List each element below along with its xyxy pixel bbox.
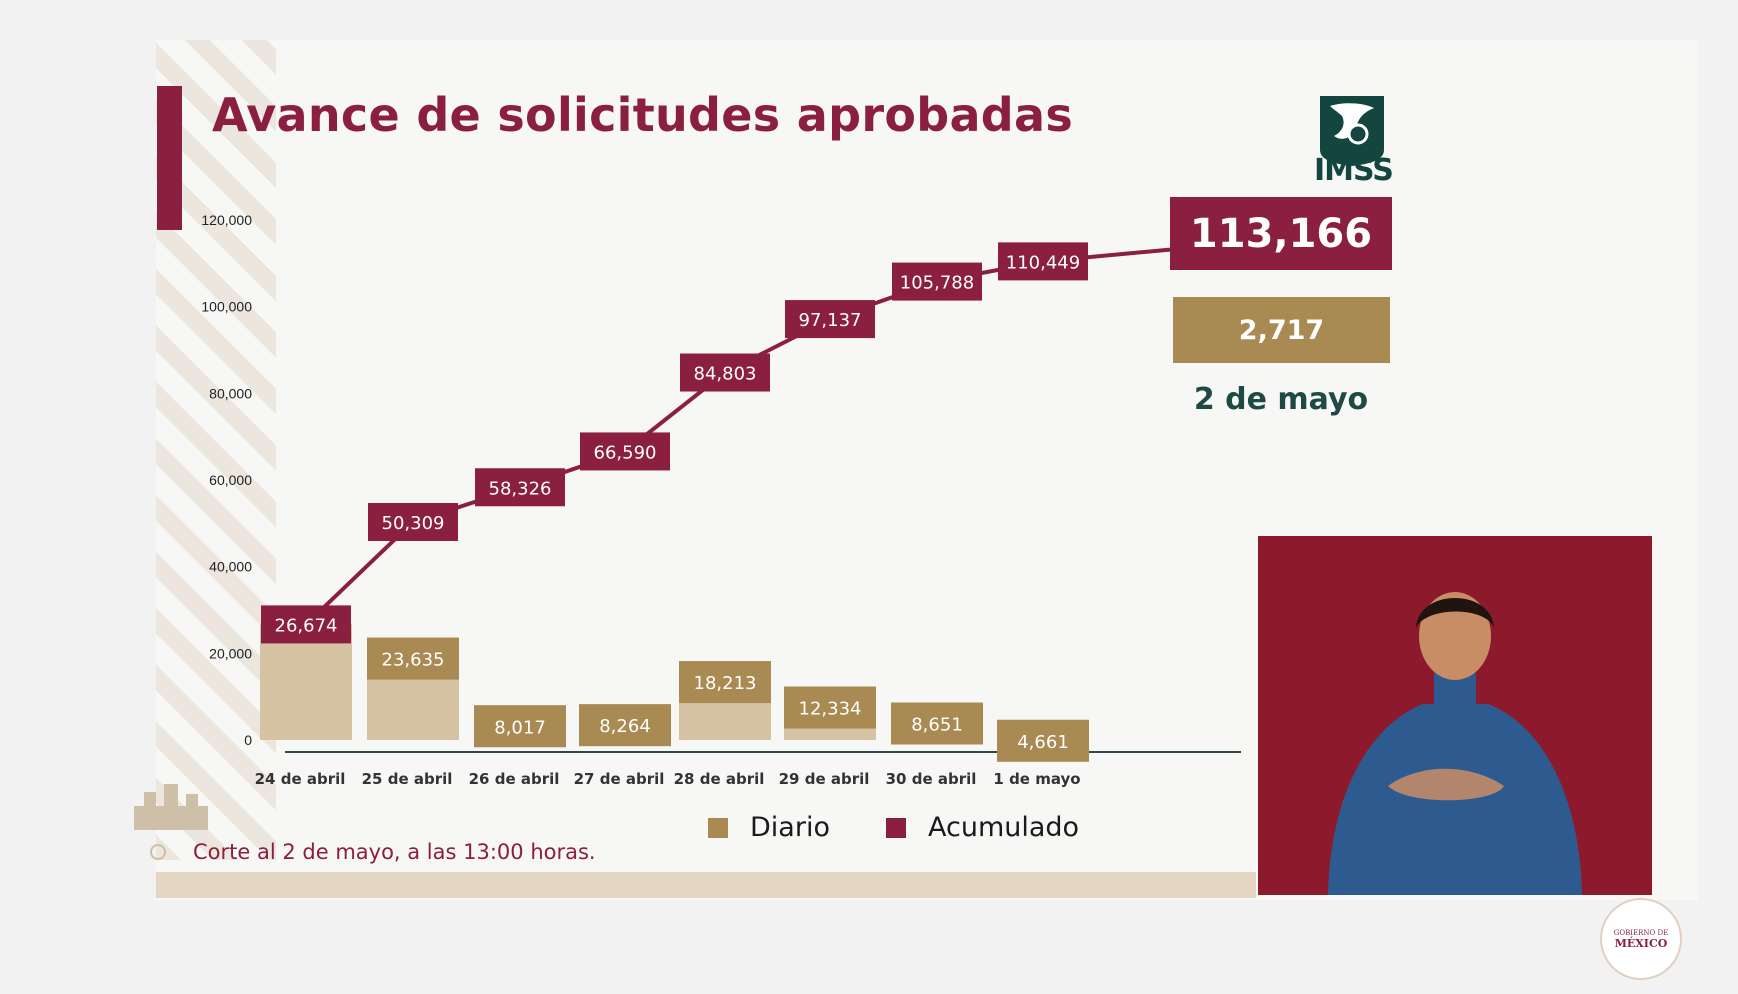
daily-data-label: 8,017 [494, 717, 546, 738]
total-accumulated-box: 113,166 [1170, 197, 1392, 270]
x-category-label: 28 de abril [674, 770, 765, 788]
x-category-label: 24 de abril [255, 770, 346, 788]
accumulated-data-label: 105,788 [900, 273, 974, 294]
seal-line-2: MÉXICO [1614, 936, 1668, 950]
imss-logo-icon [1320, 96, 1384, 166]
accumulated-point-box [785, 300, 875, 339]
accumulated-series-line [304, 247, 1171, 626]
y-tick-label: 80,000 [209, 385, 252, 401]
x-category-label: 29 de abril [779, 770, 870, 788]
x-category-label: 25 de abril [362, 770, 453, 788]
accumulated-data-label: 50,309 [382, 513, 445, 534]
daily-data-label: 8,651 [911, 715, 963, 736]
accumulated-point-box [261, 605, 351, 644]
y-tick-label: 20,000 [209, 645, 252, 661]
legend-swatch-daily [708, 817, 728, 838]
accumulated-data-label: 26,674 [275, 615, 338, 636]
seal-line-1: GOBIERNO DE [1613, 928, 1669, 937]
daily-data-label: 18,213 [694, 673, 757, 694]
accumulated-point-box [368, 502, 458, 541]
daily-label-box [579, 704, 671, 747]
interpreter-figure-icon [1258, 536, 1652, 895]
y-tick-label: 120,000 [201, 212, 252, 228]
daily-label-box [784, 686, 876, 729]
footer-band [156, 872, 1256, 898]
accumulated-data-label: 110,449 [1006, 252, 1080, 273]
government-emblem-icon [134, 784, 208, 860]
data-cutoff-note: Corte al 2 de mayo, a las 13:00 horas. [193, 840, 596, 864]
daily-label-box [891, 702, 983, 745]
sign-language-interpreter-video [1258, 536, 1652, 895]
legend-swatch-accumulated [886, 817, 906, 838]
daily-label-box [367, 637, 459, 680]
daily-label-box [679, 661, 771, 704]
daily-label-box [474, 705, 566, 748]
accumulated-point-box [892, 262, 982, 301]
accumulated-data-label: 58,326 [489, 478, 552, 499]
accumulated-data-label: 97,137 [799, 310, 862, 331]
imss-logo-text: IMSS [1314, 153, 1394, 188]
accumulated-point-box [580, 432, 670, 471]
daily-data-label: 8,264 [599, 716, 651, 737]
y-tick-label: 100,000 [201, 299, 252, 315]
accumulated-data-label: 66,590 [594, 442, 657, 463]
daily-data-label: 23,635 [382, 650, 445, 671]
gobierno-mexico-seal: GOBIERNO DE MÉXICO [1600, 898, 1682, 980]
title-accent-bar [157, 86, 182, 230]
y-tick-label: 40,000 [209, 559, 252, 575]
accumulated-point-box [680, 353, 770, 392]
daily-data-label: 4,661 [1017, 732, 1069, 753]
page-title: Avance de solicitudes aprobadas [212, 88, 1074, 142]
summary-date-label: 2 de mayo [1193, 382, 1369, 417]
accumulated-point-box [998, 242, 1088, 281]
accumulated-data-label: 84,803 [694, 364, 757, 385]
daily-bar [260, 624, 352, 740]
x-category-label: 27 de abril [574, 770, 665, 788]
y-tick-label: 0 [244, 732, 252, 748]
daily-data-label: 12,334 [799, 699, 862, 720]
y-tick-label: 60,000 [209, 472, 252, 488]
x-category-label: 1 de mayo [993, 770, 1080, 788]
legend-item-accumulated: Acumulado [886, 812, 1079, 843]
legend-label-daily: Diario [750, 812, 830, 843]
daily-label-box [997, 719, 1089, 762]
legend-label-accumulated: Acumulado [928, 812, 1080, 843]
x-category-label: 30 de abril [886, 770, 977, 788]
x-category-label: 26 de abril [469, 770, 560, 788]
accumulated-point-box [475, 468, 565, 507]
legend-item-daily: Diario [708, 812, 830, 843]
today-daily-box: 2,717 [1173, 297, 1390, 363]
